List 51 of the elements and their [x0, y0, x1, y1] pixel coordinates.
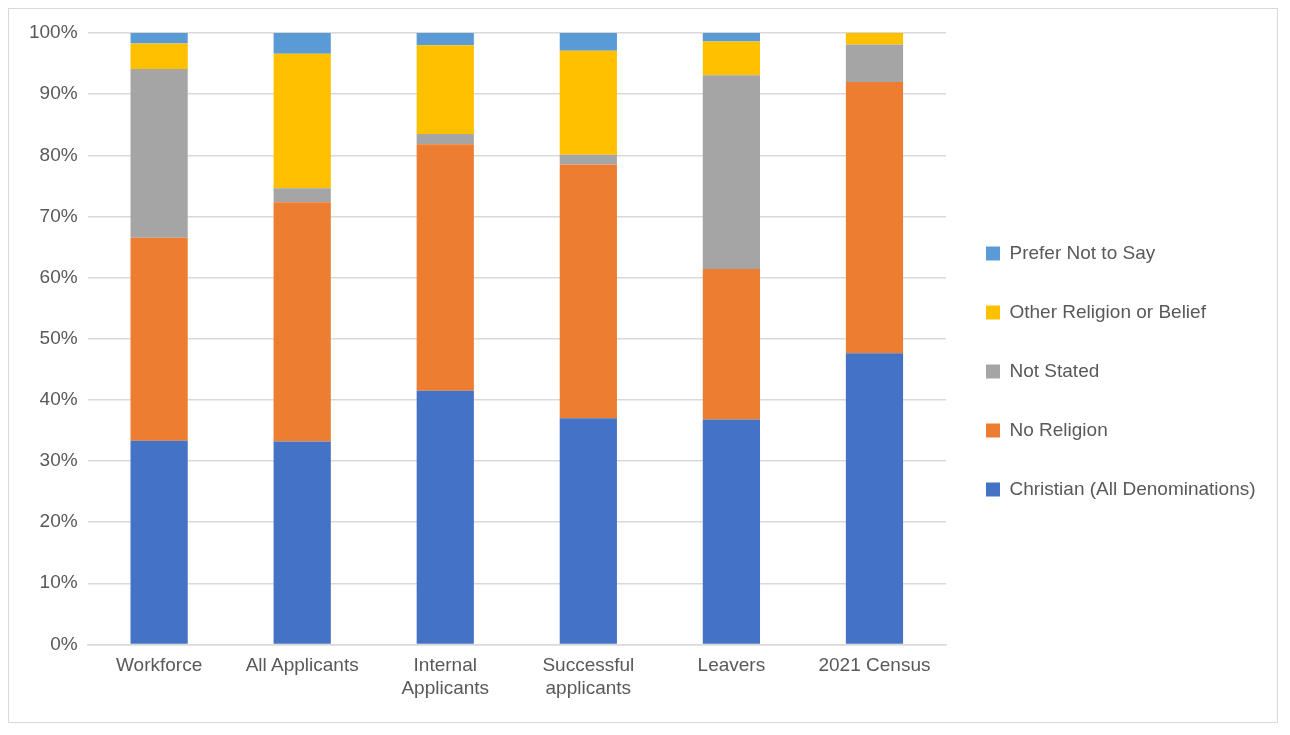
- y-tick-label: 30%: [39, 449, 78, 471]
- y-tick-label: 70%: [39, 204, 78, 226]
- y-tick-label: 80%: [39, 143, 78, 165]
- bar: [130, 440, 188, 644]
- bar: [130, 69, 188, 238]
- y-tick-label: 40%: [39, 388, 78, 410]
- x-tick-label: 2021 Census: [818, 654, 931, 676]
- bar: [416, 33, 474, 46]
- bar: [845, 353, 904, 644]
- bar: [559, 33, 617, 51]
- bar: [273, 202, 331, 442]
- x-tick-label: Leavers: [697, 654, 766, 676]
- bar: [416, 45, 474, 134]
- y-tick-label: 100%: [28, 21, 78, 43]
- y-tick-label: 20%: [39, 510, 78, 532]
- bar: [416, 133, 474, 145]
- bar: [559, 164, 617, 419]
- bar: [845, 33, 904, 45]
- bar: [845, 81, 904, 354]
- bar: [130, 43, 188, 70]
- bar: [130, 237, 188, 441]
- bar: [702, 419, 761, 644]
- bar: [559, 418, 617, 644]
- x-tick-label: Successful applicants: [542, 654, 635, 698]
- bar: [416, 390, 474, 644]
- bar: [273, 441, 331, 644]
- x-tick-label: Workforce: [116, 654, 203, 676]
- bar: [416, 144, 474, 391]
- x-tick-label: All Applicants: [245, 654, 359, 676]
- bar: [702, 75, 761, 269]
- y-tick-label: 10%: [39, 571, 78, 593]
- legend-label: Not Stated: [1009, 359, 1100, 381]
- x-tick-label: Internal Applicants: [401, 654, 490, 698]
- y-tick-label: 50%: [39, 326, 78, 348]
- bar: [702, 33, 761, 42]
- legend-label: Prefer Not to Say: [1009, 241, 1156, 263]
- bar: [273, 33, 331, 54]
- bar: [702, 269, 761, 420]
- y-tick-label: 90%: [39, 82, 78, 104]
- bar: [845, 44, 904, 82]
- legend-label: Other Religion or Belief: [1009, 300, 1207, 322]
- bar: [702, 41, 761, 76]
- bar: [559, 50, 617, 155]
- bar: [559, 154, 617, 165]
- legend-label: No Religion: [1009, 418, 1108, 440]
- y-tick-label: 0%: [50, 632, 78, 654]
- y-tick-label: 60%: [39, 265, 78, 287]
- bar: [273, 53, 331, 189]
- bar: [273, 188, 331, 203]
- legend-label: Christian (All Denominations): [1009, 477, 1256, 499]
- bar: [130, 33, 188, 44]
